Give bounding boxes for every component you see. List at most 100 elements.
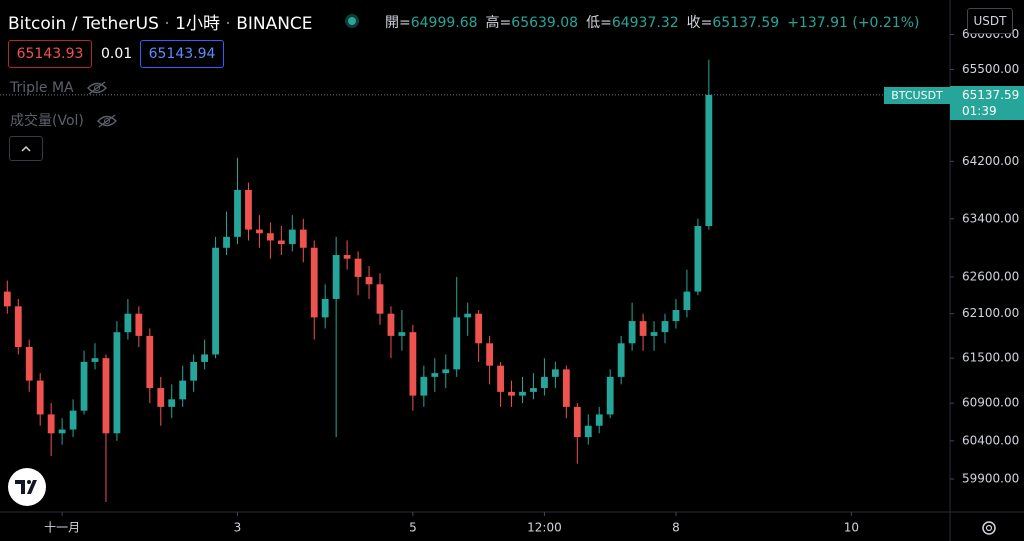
strike[interactable] (88, 81, 106, 95)
candle-body (343, 255, 351, 259)
candle-body (486, 343, 494, 366)
candle-body (277, 240, 285, 245)
candle-body (551, 369, 559, 377)
indicator-row[interactable]: 成交量(Vol) (10, 110, 118, 130)
interval[interactable]: 1小時 (175, 14, 220, 34)
candle-body (562, 369, 570, 407)
candle-body (354, 258, 362, 277)
gear-hub[interactable] (985, 524, 993, 532)
gear-icon[interactable] (982, 521, 996, 535)
candle-body (332, 255, 340, 299)
candle-body (299, 229, 307, 248)
exchange: BINANCE (236, 14, 313, 34)
logo-circle[interactable] (8, 468, 46, 506)
ohlc-value: 64999.68 (410, 15, 478, 31)
candle-body (398, 332, 406, 336)
x-tick-label: 十一月 (44, 521, 80, 535)
symbol-tag: BTCUSDT (884, 87, 950, 104)
candle-body (124, 313, 132, 333)
candle-body (69, 410, 77, 430)
price-change: +137.91 (+0.21%) (787, 15, 920, 31)
candle-body (157, 388, 165, 407)
candle-body (705, 94, 713, 226)
countdown: 01:39 (962, 104, 997, 118)
ohlc-label: 高= (485, 15, 512, 31)
eye-off-icon[interactable] (86, 81, 108, 95)
collapse-button[interactable] (9, 136, 43, 161)
x-tick-label: 5 (409, 521, 417, 535)
candle-body (321, 298, 329, 318)
ohlc-legend: 開=64999.68 高=65639.08 低=64937.32 收=65137.59… (385, 12, 919, 32)
candle-body (234, 189, 241, 237)
x-tick-label: 8 (672, 521, 680, 535)
logo-mark[interactable] (15, 480, 37, 494)
candle-body (223, 236, 230, 248)
separator: · (225, 14, 231, 34)
candle-body (376, 284, 384, 314)
candle-body (58, 429, 66, 434)
candle-body (135, 313, 143, 336)
status-dot (345, 14, 359, 28)
candle-body (628, 321, 636, 344)
symbol-title: Bitcoin / TetherUS · 1小時 · BINANCE (8, 9, 313, 34)
ohlc-value: 65639.08 (511, 15, 579, 31)
y-tick-label: 62600.00 (962, 269, 1019, 283)
indicator-row[interactable]: Triple MA (10, 80, 108, 96)
pupil[interactable] (94, 85, 101, 91)
chevron-up[interactable] (10, 137, 42, 160)
candle-body (288, 229, 296, 245)
candle-body (661, 321, 669, 333)
candle-body (387, 313, 395, 336)
buy-button[interactable]: 65143.94 (140, 40, 224, 68)
candle-body (25, 347, 33, 381)
candle-body (168, 399, 176, 407)
chevron[interactable] (21, 145, 31, 152)
y-tick-label: 60400.00 (962, 433, 1019, 447)
candle-body (409, 332, 417, 396)
candle-body (146, 335, 154, 389)
ohlc-label: 開= (385, 15, 411, 31)
candle-body (497, 365, 504, 392)
candle-body (47, 414, 55, 434)
ohlc-label: 低= (586, 15, 612, 31)
last-price-tag: 65137.59 01:39 (950, 86, 1024, 120)
candle-body (639, 321, 647, 336)
tv-logo[interactable] (8, 468, 46, 506)
sell-button[interactable]: 65143.93 (8, 40, 92, 68)
x-tick-label: 12:00 (527, 521, 562, 535)
candle-body (606, 376, 614, 415)
candle-body (420, 376, 428, 396)
candle-body (201, 354, 209, 362)
candle-body (584, 425, 592, 438)
candle-body (113, 332, 121, 434)
candle-body (595, 414, 603, 426)
y-tick-label: 60900.00 (962, 396, 1019, 410)
x-tick-label: 10 (844, 521, 859, 535)
pupil[interactable] (104, 118, 111, 124)
currency-button[interactable]: USDT (967, 8, 1013, 34)
candle-body (365, 276, 373, 285)
candle-body (672, 310, 680, 322)
candle-body (541, 376, 548, 389)
strike[interactable] (98, 114, 116, 128)
y-tick-label: 59900.00 (962, 471, 1019, 485)
eye-off-icon[interactable] (96, 114, 118, 128)
y-tick-label: 64200.00 (962, 154, 1019, 168)
gear[interactable] (982, 521, 996, 535)
candle-body (190, 361, 198, 381)
candle-body (573, 406, 581, 438)
spread: 0.01 (101, 46, 133, 62)
ohlc-value: 64937.32 (611, 15, 679, 31)
x-tick-label: 3 (234, 521, 242, 535)
candle-body (519, 391, 526, 396)
candle-body (14, 306, 22, 348)
symbol: Bitcoin / TetherUS (8, 14, 159, 34)
indicator-label: 成交量(Vol) (10, 113, 84, 129)
candle-body (212, 247, 219, 355)
candle-body (91, 358, 99, 362)
logo-dot[interactable] (27, 480, 31, 484)
ohlc-label: 收= (686, 15, 713, 31)
candle-body (36, 380, 44, 415)
y-tick-label: 63400.00 (962, 211, 1019, 225)
